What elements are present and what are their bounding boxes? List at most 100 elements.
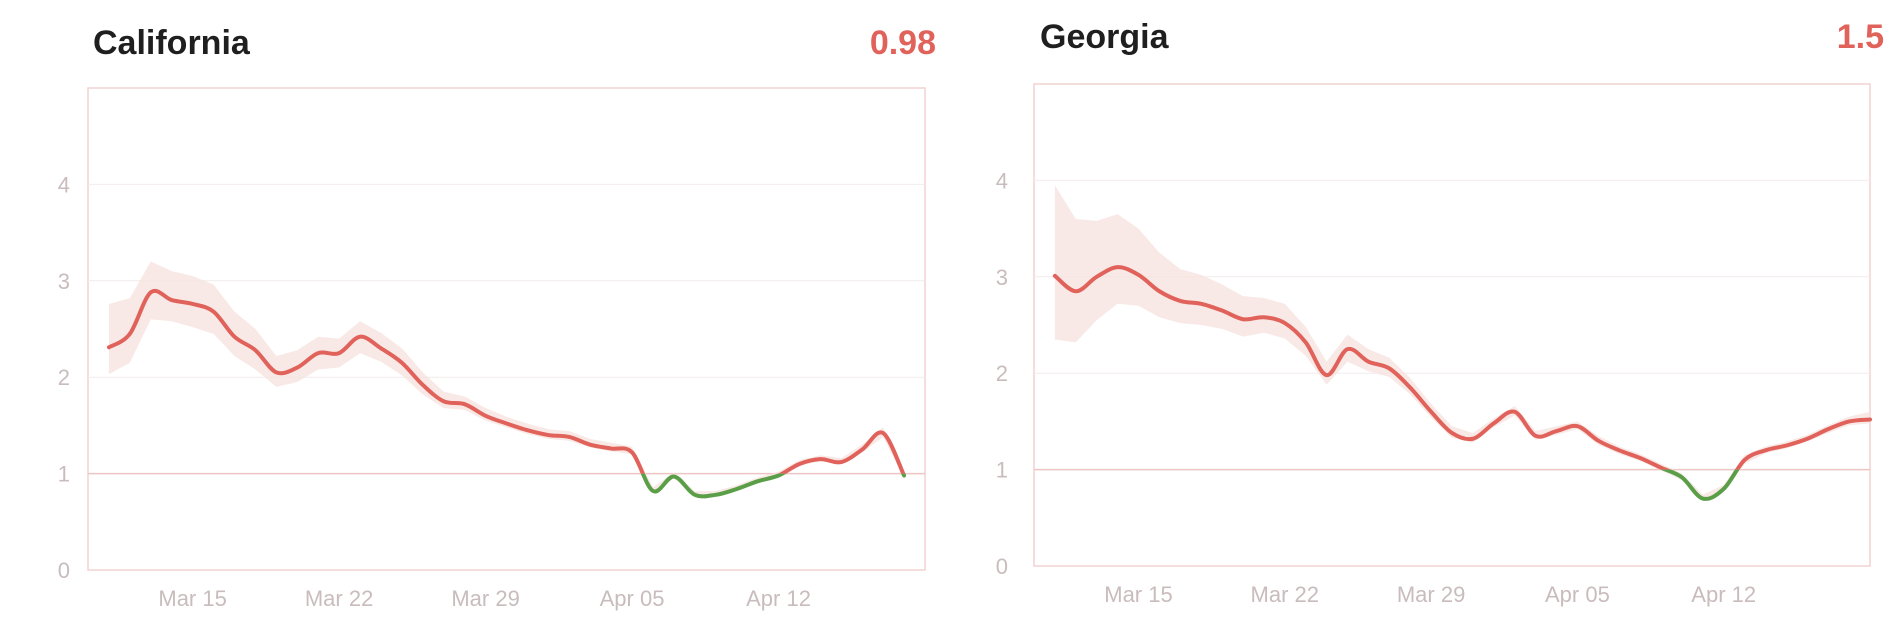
rt-point	[1805, 437, 1809, 441]
rt-point	[1701, 497, 1705, 501]
rt-point	[191, 302, 195, 306]
x-tick-label: Mar 15	[158, 586, 226, 611]
rt-point	[1387, 366, 1391, 370]
rt-point	[1450, 431, 1454, 435]
rt-point	[253, 348, 257, 352]
current-rt-value: 1.5	[1836, 18, 1884, 56]
rt-chart: 0 1 2 3 4 Mar 15 Mar 22 Mar 29 Apr 05 Apr 12	[996, 83, 1872, 607]
y-tick-label: 1	[58, 462, 70, 487]
rt-point	[1784, 444, 1788, 448]
x-tick-label: Mar 22	[1251, 582, 1319, 607]
rt-point	[609, 447, 613, 451]
y-tick-label: 3	[58, 269, 70, 294]
confidence-band	[108, 261, 905, 497]
rt-point	[839, 460, 843, 464]
rt-point	[1638, 456, 1642, 460]
rt-point	[1429, 410, 1433, 414]
rt-point	[777, 474, 781, 478]
rt-point	[1492, 421, 1496, 425]
rt-point	[463, 402, 467, 406]
rt-point	[1408, 386, 1412, 390]
rt-point	[1680, 475, 1684, 479]
rt-point	[1659, 466, 1663, 470]
rt-point	[756, 479, 760, 483]
confidence-band	[1054, 185, 1870, 502]
rt-point	[295, 366, 299, 370]
rt-point	[1241, 317, 1245, 321]
rt-point	[567, 435, 571, 439]
rt-point	[1325, 373, 1329, 377]
rt-point	[797, 462, 801, 466]
rt-point	[1095, 275, 1099, 279]
rt-point	[1053, 274, 1057, 278]
rt-point	[1596, 439, 1600, 443]
plot-frame	[87, 87, 926, 571]
rt-point	[588, 443, 592, 447]
rt-point	[1199, 302, 1203, 306]
y-tick-label: 0	[58, 558, 70, 583]
rt-line-above-1	[106, 288, 906, 474]
y-tick-label: 2	[996, 361, 1008, 386]
rt-point	[1157, 289, 1161, 293]
rt-point	[505, 421, 509, 425]
rt-point	[1868, 417, 1872, 421]
rt-point	[1555, 429, 1559, 433]
state-panel-georgia: Georgia 1.5 0 1 2 3 4 Mar 15 Mar 22 Mar 29 Apr 0…	[950, 0, 1900, 627]
x-tick-label: Mar 15	[1104, 582, 1172, 607]
y-tick-label: 0	[996, 554, 1008, 579]
rt-point	[274, 370, 278, 374]
rt-point	[1847, 419, 1851, 423]
rt-point	[630, 450, 634, 454]
rt-point	[525, 428, 529, 432]
y-tick-label: 4	[996, 168, 1008, 193]
rt-point	[1534, 434, 1538, 438]
x-tick-label: Mar 29	[1397, 582, 1465, 607]
state-panel-california: California 0.98 0 1 2 3 4 Mar 15 Mar 22 Mar 29 A…	[0, 0, 950, 627]
rt-point	[1178, 299, 1182, 303]
x-tick-label: Apr 12	[746, 586, 811, 611]
rt-point	[212, 310, 216, 314]
rt-point	[1283, 321, 1287, 325]
current-rt-value: 0.98	[869, 24, 936, 62]
rt-point	[902, 474, 906, 478]
y-tick-label: 1	[996, 458, 1008, 483]
rt-point	[149, 290, 153, 294]
rt-line-above-1	[1052, 265, 1872, 470]
rt-point	[128, 332, 132, 336]
rt-point	[672, 474, 676, 478]
rt-point	[1366, 360, 1370, 364]
y-tick-label: 2	[58, 365, 70, 390]
rt-point	[1575, 424, 1579, 428]
rt-point	[170, 298, 174, 302]
rt-point	[232, 335, 236, 339]
rt-point	[714, 493, 718, 497]
chart-title: California	[93, 24, 250, 62]
x-tick-label: Apr 12	[1691, 582, 1756, 607]
x-tick-label: Mar 29	[451, 586, 519, 611]
rt-point	[442, 399, 446, 403]
rt-point	[337, 351, 341, 355]
rt-point	[693, 493, 697, 497]
rt-point	[379, 346, 383, 350]
x-tick-label: Apr 05	[1545, 582, 1610, 607]
rt-point	[1074, 289, 1078, 293]
rt-point	[316, 351, 320, 355]
rt-point	[1513, 410, 1517, 414]
rt-line-below-1	[640, 473, 907, 499]
plot-frame	[1033, 83, 1871, 567]
rt-point	[1116, 265, 1120, 269]
rt-point	[1262, 315, 1266, 319]
rt-chart: 0 1 2 3 4 Mar 15 Mar 22 Mar 29 Apr 05 Apr 12	[58, 87, 926, 611]
rt-point	[1220, 309, 1224, 313]
rt-point	[735, 487, 739, 491]
rt-point	[651, 489, 655, 493]
rt-point	[1137, 273, 1141, 277]
x-tick-label: Mar 22	[305, 586, 373, 611]
rt-point	[1826, 427, 1830, 431]
x-tick-label: Apr 05	[600, 586, 665, 611]
rt-point	[818, 457, 822, 461]
rt-point	[1743, 458, 1747, 462]
rt-point	[400, 361, 404, 365]
rt-point	[546, 433, 550, 437]
